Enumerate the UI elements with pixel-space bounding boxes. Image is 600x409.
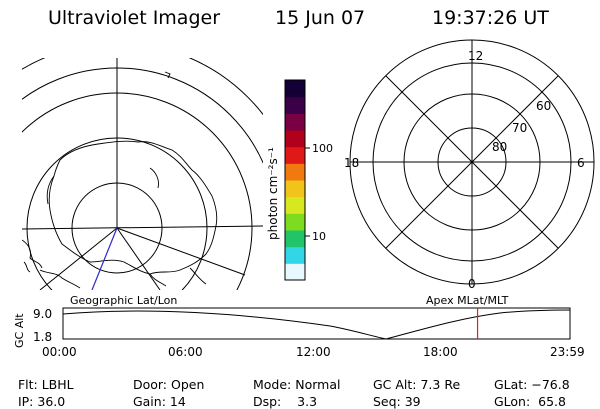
magnetic-map-label: Apex MLat/MLT (426, 294, 509, 307)
info-glat-label: GLat: (493, 377, 528, 392)
colorbar-scale (285, 80, 305, 281)
info-gain: Gain: 14 (125, 381, 186, 409)
time-tick-0000: 00:00 (42, 345, 77, 359)
observation-date: 15 Jun 07 (275, 7, 365, 29)
info-mode-value: Normal (295, 377, 341, 392)
geographic-map-label: Geographic Lat/Lon (70, 294, 177, 307)
colorbar-segment (285, 113, 305, 131)
info-glon: GLon: 65.8 (486, 381, 566, 409)
info-gain-value: 14 (169, 394, 186, 409)
colorbar-frame (284, 79, 306, 281)
colorbar-tick-10: 10 (312, 230, 326, 243)
info-ip-label: IP: (17, 394, 34, 409)
mlt-label-6: 6 (577, 156, 585, 170)
colorbar: 100 10 photon cm⁻²s⁻¹ (266, 79, 333, 281)
geographic-map (22, 58, 263, 290)
colorbar-segment (285, 130, 305, 148)
info-filter-label: Flt: (17, 377, 38, 392)
mlt-label-18: 18 (344, 156, 359, 170)
mlat-label-70: 70 (512, 121, 527, 135)
info-dsp-value: 3.3 (297, 394, 318, 409)
colorbar-segment (285, 263, 305, 281)
altitude-ytick-low: 1.8 (33, 330, 52, 344)
colorbar-tick-100: 100 (312, 142, 333, 155)
observation-time: 19:37:26 UT (432, 7, 549, 29)
coastline (22, 71, 218, 289)
info-ip-value: 36.0 (37, 394, 66, 409)
mlt-line-diag-2 (385, 75, 559, 249)
colorbar-unit-label: photon cm⁻²s⁻¹ (266, 147, 280, 240)
info-glat: GLat: −76.8 (486, 364, 570, 392)
info-dsp-label: Dsp: (252, 394, 282, 409)
magnetic-map (349, 39, 595, 285)
info-glon-label: GLon: (493, 394, 531, 409)
info-door-label: Door: (132, 377, 168, 392)
mlt-label-0: 0 (468, 277, 476, 291)
colorbar-segment (285, 96, 305, 114)
info-gc-alt: GC Alt: 7.3 Re (365, 364, 460, 392)
colorbar-segment (285, 213, 305, 231)
colorbar-segment (285, 196, 305, 214)
altitude-plot-frame (62, 307, 571, 340)
colorbar-segment (285, 163, 305, 181)
info-glat-value: −76.8 (531, 377, 570, 392)
info-door-value: Open (171, 377, 205, 392)
uvi-display: Ultraviolet Imager 15 Jun 07 19:37:26 UT (13, 7, 595, 359)
info-door: Door: Open (125, 364, 204, 392)
info-dsp: Dsp: 3.3 (245, 381, 317, 409)
info-seq-value: 39 (404, 394, 421, 409)
colorbar-segment (285, 80, 305, 98)
altitude-plot: GC Alt 9.0 1.8 00:00 06:00 12:00 18:00 2… (13, 307, 585, 359)
sun-direction-line (91, 227, 118, 290)
info-seq-label: Seq: (372, 394, 401, 409)
info-mode: Mode: Normal (245, 364, 341, 392)
mlt-label-12: 12 (468, 49, 483, 63)
colorbar-segment (285, 146, 305, 164)
info-seq: Seq: 39 (365, 381, 421, 409)
mlat-label-60: 60 (536, 99, 551, 113)
altitude-ylabel: GC Alt (13, 313, 26, 348)
map-longitude-lines (22, 58, 263, 290)
colorbar-segment (285, 246, 305, 264)
colorbar-segment (285, 180, 305, 198)
info-filter-value: LBHL (41, 377, 74, 392)
info-glon-value: 65.8 (538, 394, 566, 409)
info-gain-label: Gain: (132, 394, 166, 409)
altitude-ytick-high: 9.0 (33, 307, 52, 321)
time-tick-1200: 12:00 (296, 345, 331, 359)
info-ip: IP: 36.0 (10, 381, 65, 409)
time-tick-0600: 06:00 (168, 345, 203, 359)
info-mode-label: Mode: (252, 377, 292, 392)
info-filter: Flt: LBHL (10, 364, 74, 392)
altitude-curve (62, 309, 571, 340)
instrument-title: Ultraviolet Imager (48, 7, 220, 29)
mlat-label-80: 80 (492, 140, 507, 154)
info-gc-alt-label: GC Alt: (372, 377, 417, 392)
colorbar-segment (285, 230, 305, 248)
info-gc-alt-value: 7.3 Re (420, 377, 461, 392)
time-tick-2359: 23:59 (550, 345, 585, 359)
time-tick-1800: 18:00 (423, 345, 458, 359)
